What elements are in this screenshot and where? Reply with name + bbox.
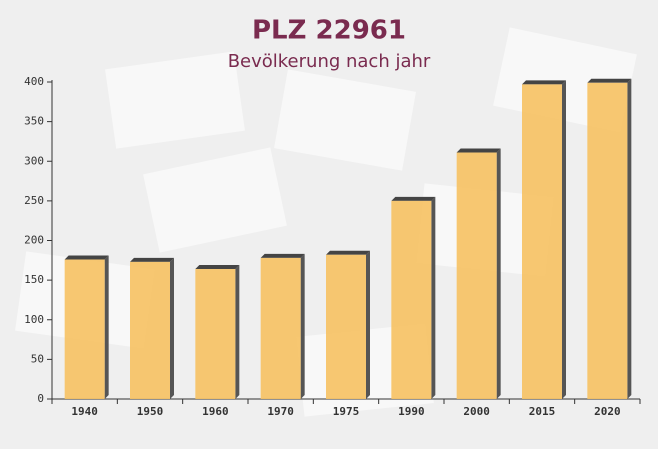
bar-side: [300, 253, 305, 399]
y-tick-label: 100: [24, 313, 44, 326]
bar-side: [235, 265, 240, 399]
y-tick-label: 300: [24, 154, 44, 167]
bar-top: [522, 80, 566, 85]
bar-side: [496, 148, 501, 399]
bar-side: [366, 250, 370, 399]
bar-top: [391, 196, 436, 201]
bar-top: [260, 253, 305, 258]
y-tick-label: 400: [24, 75, 44, 88]
bar-top: [64, 255, 109, 260]
bar: [587, 82, 628, 399]
bar: [64, 259, 105, 399]
bar-side: [627, 78, 632, 399]
bar: [130, 261, 170, 399]
bar: [195, 269, 236, 399]
x-tick-label: 2000: [463, 405, 490, 418]
bar-top: [326, 250, 370, 255]
bar-side: [170, 257, 174, 399]
y-tick-label: 250: [24, 194, 44, 207]
bar: [522, 84, 562, 399]
x-tick-label: 1960: [202, 405, 229, 418]
bar-top: [195, 265, 240, 270]
y-tick-label: 150: [24, 273, 44, 286]
y-tick-label: 0: [37, 392, 44, 405]
x-tick-label: 1975: [333, 405, 360, 418]
y-tick-label: 50: [31, 352, 44, 365]
x-tick-label: 1970: [267, 405, 294, 418]
x-tick-label: 1950: [137, 405, 164, 418]
bar-top: [130, 257, 174, 262]
bar-side: [431, 196, 436, 399]
x-tick-label: 2015: [529, 405, 556, 418]
bar: [326, 254, 366, 399]
bar: [260, 257, 301, 399]
y-tick-label: 200: [24, 234, 44, 247]
bar: [456, 152, 497, 399]
y-tick-label: 350: [24, 115, 44, 128]
x-tick-label: 1940: [71, 405, 98, 418]
x-tick-label: 2020: [594, 405, 621, 418]
chart-subtitle: Bevölkerung nach jahr: [228, 51, 431, 72]
bar: [391, 200, 432, 399]
bar-top: [587, 78, 632, 83]
bar-top: [456, 148, 501, 153]
chart-title: PLZ 22961: [252, 16, 406, 46]
x-tick-label: 1990: [398, 405, 425, 418]
bar-side: [562, 80, 566, 399]
bar-side: [104, 255, 109, 399]
